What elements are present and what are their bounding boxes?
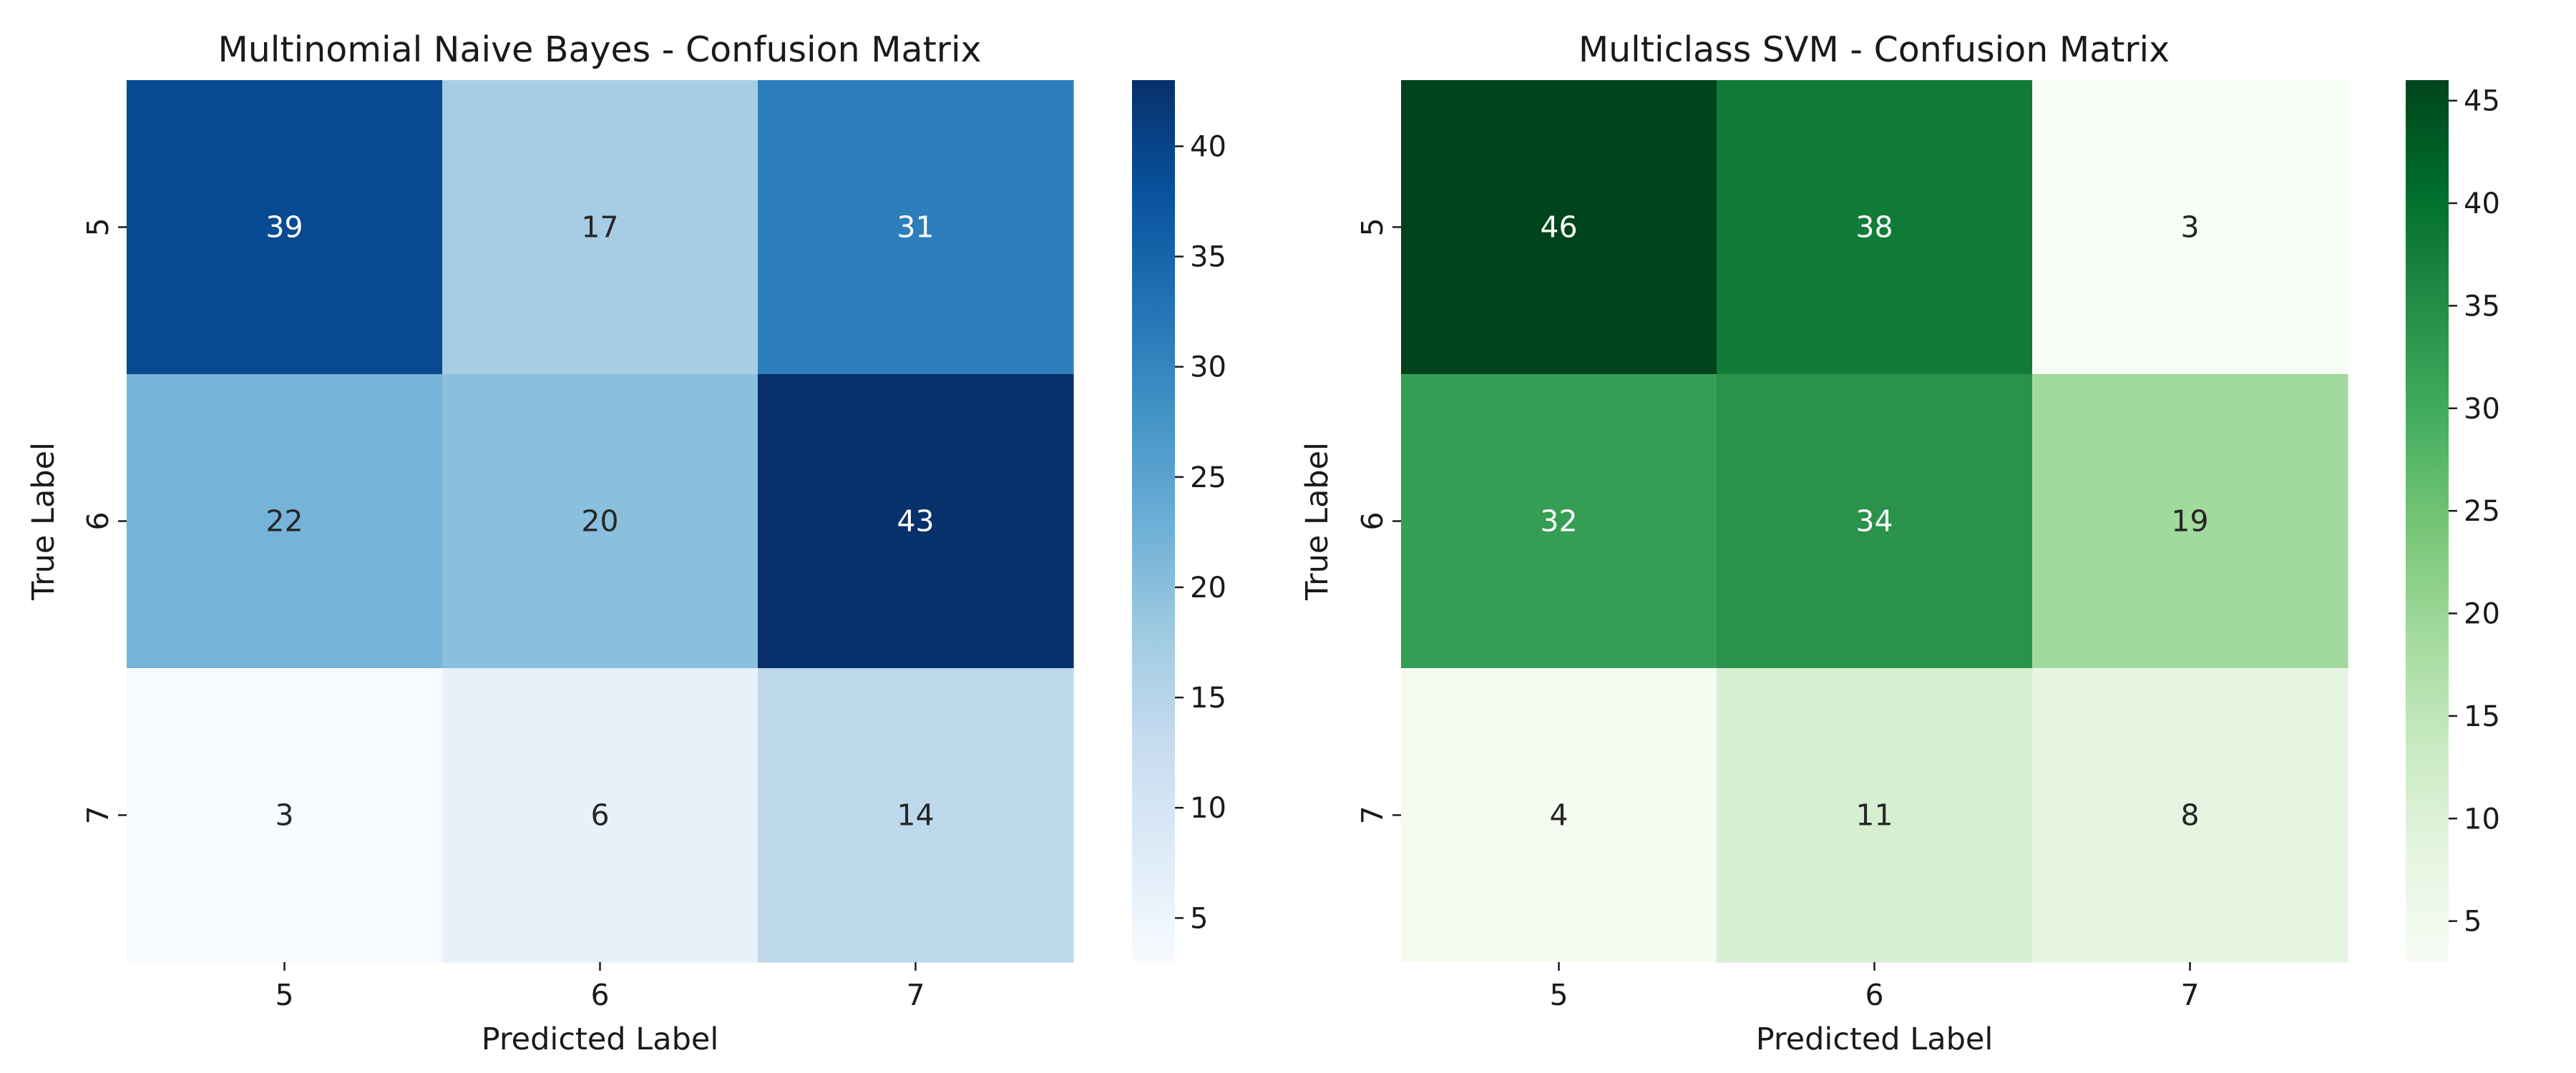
colorbar-tick-label: 20 — [1190, 572, 1226, 604]
heatmap-cell — [2032, 80, 2348, 375]
colorbar-tick-label: 30 — [1190, 351, 1226, 384]
cell-value-label: 4 — [1549, 798, 1568, 833]
heatmap-cell — [442, 668, 758, 963]
heatmap-cell — [1401, 374, 1717, 669]
chart-title: Multinomial Naive Bayes - Confusion Matr… — [218, 29, 981, 70]
heatmap-cell — [442, 374, 758, 669]
heatmap-cell — [127, 668, 443, 963]
heatmap-cell — [758, 80, 1074, 375]
x-axis-label: Predicted Label — [1756, 1021, 1994, 1057]
cell-value-label: 8 — [2180, 798, 2199, 833]
cell-value-label: 6 — [590, 798, 609, 833]
heatmap-cell — [758, 668, 1074, 963]
colorbar-tick-label: 20 — [2464, 598, 2500, 631]
cell-value-label: 11 — [1855, 798, 1893, 833]
cell-value-label: 19 — [2171, 504, 2208, 539]
colorbar-tick-label: 40 — [1190, 130, 1226, 163]
y-tick-label: 5 — [81, 217, 115, 236]
chart-title: Multiclass SVM - Confusion Matrix — [1579, 29, 2170, 70]
colorbar-tick-label: 10 — [2464, 803, 2500, 836]
colorbar-tick-label: 45 — [2464, 85, 2500, 118]
cell-value-label: 39 — [265, 210, 303, 245]
naive-bayes-panel: Multinomial Naive Bayes - Confusion Matr… — [26, 29, 1226, 1057]
colorbar-tick-label: 5 — [2464, 906, 2482, 939]
heatmap-cell — [1717, 374, 2033, 669]
x-tick-label: 6 — [1865, 978, 1883, 1012]
y-tick-label: 6 — [1355, 511, 1390, 530]
heatmap-cell — [1717, 668, 2033, 963]
heatmap-cell — [127, 374, 443, 669]
x-tick-label: 7 — [906, 978, 924, 1012]
colorbar-tick-label: 15 — [1190, 682, 1226, 715]
cell-value-label: 20 — [581, 504, 618, 539]
colorbar-tick-label: 25 — [1190, 461, 1226, 494]
colorbar-tick-label: 5 — [1190, 902, 1208, 935]
cell-value-label: 34 — [1855, 504, 1893, 539]
y-axis-label: True Label — [1299, 442, 1335, 601]
cell-value-label: 22 — [265, 504, 303, 539]
colorbar — [1132, 80, 1175, 962]
cell-value-label: 38 — [1855, 210, 1893, 245]
y-tick-label: 5 — [1355, 217, 1390, 236]
colorbar — [2406, 80, 2449, 962]
heatmap-cell — [1717, 80, 2033, 375]
x-tick-label: 5 — [1549, 978, 1568, 1012]
y-tick-label: 6 — [81, 511, 115, 530]
heatmap-cell — [442, 80, 758, 375]
heatmap-cell — [127, 80, 443, 375]
cell-value-label: 32 — [1540, 504, 1577, 539]
y-tick-label: 7 — [1355, 805, 1390, 824]
heatmap-cell — [758, 374, 1074, 669]
colorbar-tick-label: 25 — [2464, 495, 2500, 528]
cell-value-label: 3 — [275, 798, 293, 833]
colorbar-tick-label: 30 — [2464, 393, 2500, 426]
colorbar-tick-label: 35 — [2464, 290, 2500, 323]
heatmap-cell — [2032, 668, 2348, 963]
colorbar-tick-label: 40 — [2464, 187, 2500, 220]
cell-value-label: 43 — [897, 504, 934, 539]
heatmap-cell — [1401, 80, 1717, 375]
heatmap-cell — [1401, 668, 1717, 963]
colorbar-tick-label: 15 — [2464, 700, 2500, 733]
cell-value-label: 17 — [581, 210, 618, 245]
x-tick-label: 7 — [2180, 978, 2199, 1012]
heatmap-cell — [2032, 374, 2348, 669]
x-axis-label: Predicted Label — [482, 1021, 719, 1057]
colorbar-tick-label: 35 — [1190, 241, 1226, 274]
cell-value-label: 31 — [897, 210, 934, 245]
cell-value-label: 46 — [1540, 210, 1577, 245]
x-tick-label: 6 — [590, 978, 609, 1012]
colorbar-tick-label: 10 — [1190, 792, 1226, 825]
y-axis-label: True Label — [26, 442, 62, 601]
y-tick-label: 7 — [81, 805, 115, 824]
cell-value-label: 3 — [2180, 210, 2199, 245]
cell-value-label: 14 — [897, 798, 934, 833]
x-tick-label: 5 — [275, 978, 293, 1012]
